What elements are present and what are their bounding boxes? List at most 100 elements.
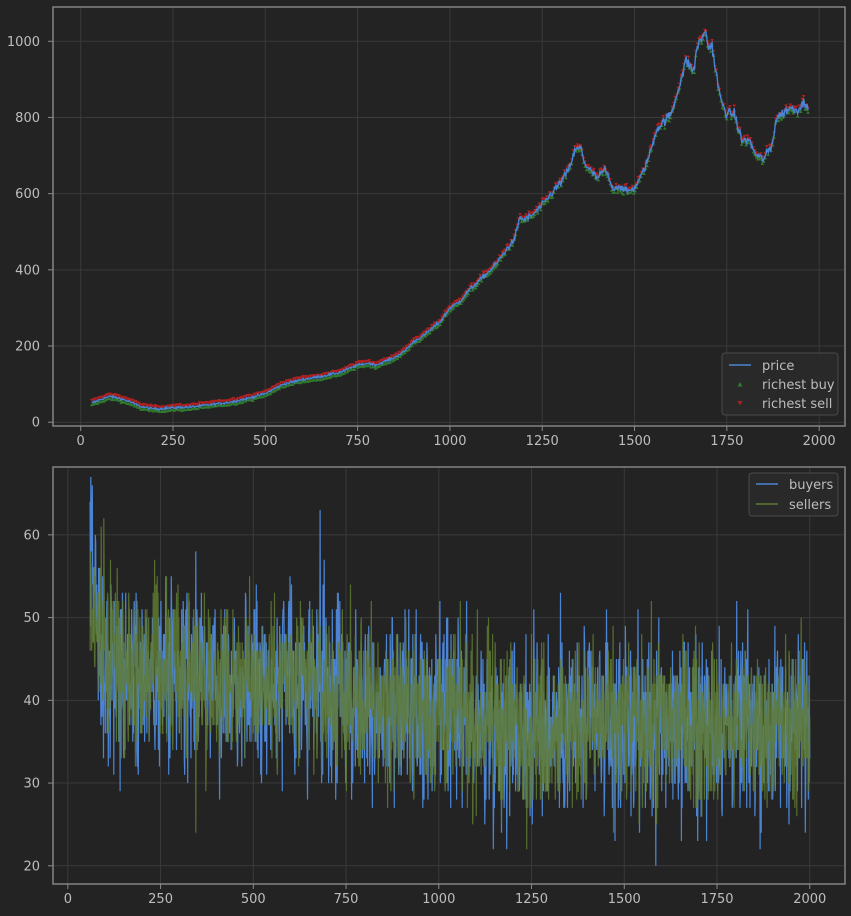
x-tick-label: 500	[241, 892, 266, 907]
richest-sell-point	[398, 350, 403, 354]
richest-buy-point	[761, 159, 766, 163]
richest-sell-point	[277, 383, 282, 387]
richest-buy-point	[431, 327, 435, 331]
richest-buy-point	[425, 332, 429, 336]
richest-buy-point	[417, 339, 422, 343]
richest-buy-point	[612, 190, 617, 194]
richest-buy-point	[790, 109, 794, 113]
richest-sell-point	[243, 395, 248, 399]
richest-buy-point	[744, 143, 748, 147]
richest-buy-point	[395, 357, 400, 361]
price-chart: 0 250 500 750 1000 1250 1500 1750 2000 0 200 400 60…	[7, 6, 846, 449]
richest-sell-point	[357, 360, 361, 364]
richest-buy-point	[708, 49, 713, 53]
richest-buy-point	[550, 195, 555, 199]
y-tick-label: 0	[32, 416, 40, 431]
richest-sell-point	[249, 394, 254, 398]
richest-buy-point	[188, 407, 193, 411]
richest-sell-point	[400, 348, 404, 352]
legend-box	[721, 352, 839, 416]
richest-buy-point	[250, 399, 255, 403]
richest-buy-point	[479, 279, 484, 283]
richest-buy-point	[760, 161, 765, 165]
richest-buy-point	[131, 402, 135, 406]
richest-sell-point	[741, 136, 745, 140]
richest-buy-point	[491, 267, 496, 271]
richest-sell-point	[420, 332, 425, 336]
richest-sell-point	[759, 152, 763, 156]
x-tick-label: 1750	[700, 892, 733, 907]
richest-buy-point	[290, 383, 295, 387]
richest-sell-point	[698, 35, 703, 39]
richest-buy-point	[730, 114, 735, 118]
x-tick-label: 2000	[803, 434, 836, 449]
richest-buy-point	[118, 399, 122, 403]
richest-sell-point	[728, 105, 732, 109]
richest-sell-point	[614, 182, 618, 186]
y-tick-label: 20	[23, 859, 40, 874]
richest-sell-point	[462, 293, 466, 297]
price-chart-frame	[52, 6, 846, 427]
richest-buy-point	[451, 306, 456, 310]
x-tick-label: 1500	[618, 434, 651, 449]
price-line	[91, 29, 809, 412]
legend-label-price: price	[762, 359, 794, 374]
richest-buy-point	[476, 281, 481, 285]
richest-buy-point	[215, 404, 220, 408]
richest-sell-point	[522, 215, 527, 219]
richest-buy-point	[510, 243, 515, 247]
richest-sell-point	[652, 132, 657, 136]
richest-sell-point	[696, 37, 701, 41]
richest-buy-point	[667, 119, 672, 123]
y-tick-label: 800	[15, 111, 40, 126]
richest-sell-point	[403, 347, 407, 351]
richest-buy-point	[642, 171, 646, 175]
richest-sell-point	[469, 282, 474, 286]
richest-sell-point	[595, 172, 599, 176]
richest-sell-point	[732, 104, 737, 108]
richest-buy-point	[699, 41, 704, 45]
richest-buy-point	[798, 109, 803, 113]
richest-sell-point	[342, 367, 347, 371]
richest-buy-point	[283, 384, 288, 388]
richest-buy-point	[729, 117, 734, 121]
richest-sell-point	[534, 205, 539, 209]
richest-sell-point	[748, 137, 753, 141]
richest-buy-point	[298, 381, 302, 385]
richest-buy-point	[663, 126, 667, 130]
richest-sell-point	[543, 197, 547, 201]
richest-buy-point	[352, 367, 357, 371]
richest-buy-point	[488, 271, 493, 275]
y-tick-label: 400	[15, 263, 40, 278]
richest-sell-point	[392, 353, 397, 357]
richest-buy-point	[596, 178, 601, 182]
richest-buy-point	[119, 401, 124, 405]
richest-buy-point	[564, 176, 568, 180]
legend-label-buyers: buyers	[789, 478, 834, 493]
richest-buy-point	[766, 152, 770, 156]
richest-buy-point	[533, 213, 537, 217]
richest-sell-point	[175, 403, 180, 407]
richest-buy-point	[530, 215, 534, 219]
richest-sell-point	[794, 105, 799, 109]
richest-sell-point	[745, 134, 750, 138]
x-tick-label: 500	[253, 434, 278, 449]
richest-sell-point	[648, 145, 652, 149]
richest-buy-point	[621, 192, 626, 196]
richest-sell-point	[240, 396, 245, 400]
richest-buy-point	[448, 309, 453, 313]
buyers-sellers-chart-series	[89, 476, 811, 866]
richest-buy-point	[140, 407, 144, 411]
richest-sell-point	[742, 134, 747, 138]
richest-buy-point	[346, 369, 351, 373]
richest-sell-point	[345, 366, 350, 370]
buyers-sellers-chart-y-ticks: 20 30 40 50 60	[23, 528, 53, 874]
richest-buy-point	[490, 269, 494, 273]
richest-buy-point	[499, 258, 503, 262]
richest-buy-point	[471, 288, 475, 292]
richest-sell-point	[630, 184, 635, 188]
x-tick-label: 250	[148, 892, 173, 907]
richest-sell-point	[494, 260, 499, 264]
richest-buy-point	[739, 142, 744, 146]
richest-buy-point	[264, 393, 268, 397]
